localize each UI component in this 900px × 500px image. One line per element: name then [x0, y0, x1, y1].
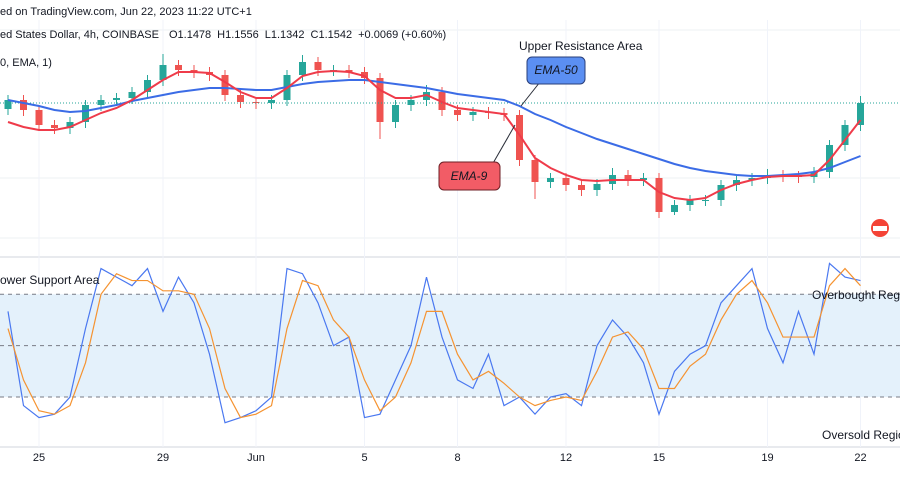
x-tick-label: Jun — [247, 452, 265, 464]
candle-body — [20, 100, 27, 110]
source: ed on TradingView.com, Jun 22, 2023 11:2… — [0, 6, 252, 18]
candle-body — [4, 100, 12, 109]
candle-body — [857, 103, 864, 125]
candle-body — [159, 65, 167, 80]
annotation: Oversold Regio — [822, 428, 900, 442]
series-line — [7, 69, 862, 202]
annotation: Overbought Regio — [812, 288, 900, 302]
x-tick-label: 29 — [157, 452, 169, 464]
candle-body — [97, 100, 105, 105]
candle-body — [702, 200, 709, 201]
annotation: ower Support Area — [0, 273, 100, 287]
ohlc-value: O1.1478 — [169, 29, 211, 41]
x-tick-label: 15 — [653, 452, 665, 464]
candle-body — [35, 110, 43, 125]
ohlc-value: L1.1342 — [265, 29, 305, 41]
candle-body — [66, 122, 74, 128]
callout-label: EMA-50 — [534, 63, 578, 77]
series-line — [7, 79, 861, 177]
candle-body — [113, 98, 120, 100]
stoch-background — [0, 20, 900, 447]
x-tick-label: 5 — [361, 452, 367, 464]
candle-body — [733, 180, 740, 185]
ohlc-value: C1.1542 — [311, 29, 353, 41]
x-tick-label: 22 — [854, 452, 866, 464]
callout-box — [438, 161, 501, 191]
candle-body — [686, 200, 694, 205]
candle-body — [268, 100, 275, 103]
candle-body — [454, 110, 461, 115]
candle-body — [128, 92, 136, 98]
candle-body — [82, 105, 89, 122]
plot — [0, 54, 900, 424]
candle-body — [221, 75, 229, 95]
symbol: ed States Dollar, 4h, COINBASE — [0, 29, 159, 41]
annotation: Upper Resistance Area — [519, 39, 643, 53]
candle-body — [624, 175, 632, 180]
candle-body — [376, 78, 384, 122]
candle-body — [469, 112, 477, 115]
candle-body — [547, 178, 554, 182]
candle-body — [392, 105, 399, 122]
candle-body — [237, 95, 244, 102]
series-line — [7, 267, 861, 419]
candle-body — [299, 62, 306, 75]
candle-body — [841, 125, 849, 145]
callout-box — [526, 56, 586, 85]
candle-body — [562, 178, 570, 185]
x-tick-label: 25 — [33, 452, 45, 464]
ohlc-value: +0.0069 (+0.60%) — [358, 29, 446, 41]
candle-body — [655, 178, 663, 212]
callout-pointer — [491, 124, 516, 166]
candle-body — [531, 160, 539, 182]
callout-label: EMA-9 — [451, 169, 488, 183]
flag-icon-stripe — [873, 226, 887, 231]
callout-pointer — [520, 81, 541, 107]
candle-body — [717, 185, 725, 200]
x-tick-label: 19 — [761, 452, 773, 464]
candle-body — [671, 205, 678, 212]
candle-body — [144, 80, 151, 92]
series-line — [7, 262, 861, 424]
candle-body — [314, 62, 322, 70]
x-tick-label: 8 — [454, 452, 460, 464]
candle-body — [593, 184, 601, 190]
candle-body — [51, 125, 58, 128]
candle-body — [516, 115, 523, 160]
candle-body — [578, 185, 585, 190]
x-tick-label: 12 — [560, 452, 572, 464]
indicator: 0, EMA, 1) — [0, 57, 52, 69]
candle-body — [175, 65, 182, 70]
ohlc-value: H1.1556 — [217, 29, 259, 41]
